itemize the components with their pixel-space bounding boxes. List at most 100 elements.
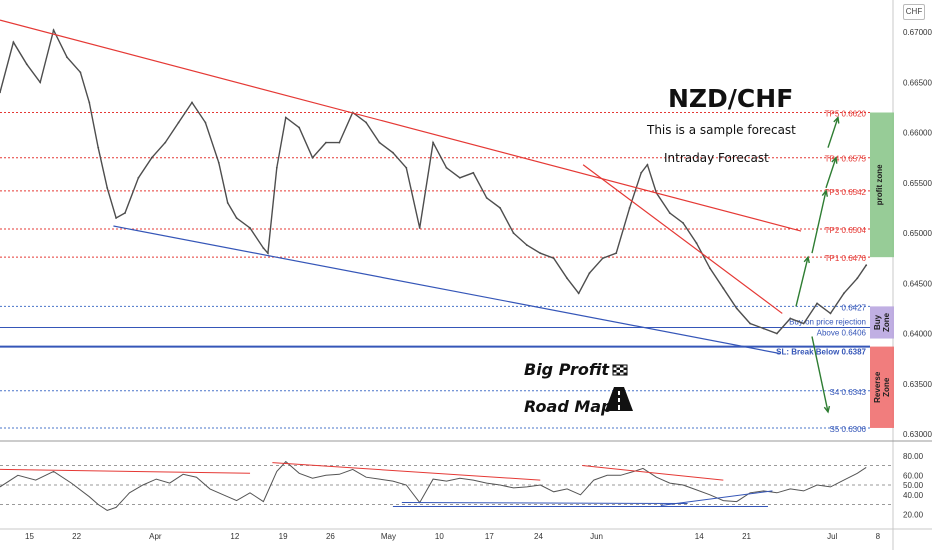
price-point [682, 222, 685, 224]
price-tick-label: 0.65000 [903, 229, 932, 238]
price-point [191, 101, 193, 104]
price-point [12, 41, 15, 44]
price-point [816, 302, 818, 305]
level-label: TP4 0.6575 [825, 155, 867, 164]
level-label: S5 0.6306 [830, 425, 867, 434]
price-point [829, 312, 832, 315]
arrow-to-s5-head [823, 405, 831, 414]
arrow-to-tp5 [827, 117, 839, 148]
price-point [249, 227, 251, 229]
price-point [695, 242, 698, 245]
time-tick-label: 14 [695, 532, 704, 541]
price-point [432, 141, 435, 144]
price-point [735, 307, 738, 310]
price-tick-label: 0.64000 [903, 330, 932, 339]
arrow-to-tp1 [795, 257, 809, 307]
price-tick-label: 0.66500 [903, 78, 932, 87]
price-point [338, 141, 341, 144]
buy-note-label: Buy on price rejection [789, 317, 866, 326]
price-point [842, 292, 845, 295]
time-tick-label: 24 [534, 532, 543, 541]
level-label: TP2 0.6504 [825, 226, 867, 235]
arrow-to-tp1-head [803, 255, 810, 264]
price-point [0, 91, 1, 94]
arrow-to-tp5-head [833, 115, 840, 124]
price-point [267, 252, 269, 255]
level-label: S4 0.6343 [830, 388, 867, 397]
price-point [472, 171, 475, 174]
time-tick-label: Jun [590, 532, 603, 541]
price-point [115, 217, 117, 219]
price-point [392, 151, 394, 154]
symbol-badge[interactable]: CHF [903, 4, 925, 20]
price-point [856, 277, 859, 280]
price-point [525, 244, 528, 247]
price-point [88, 101, 91, 104]
time-tick-label: 8 [876, 532, 881, 541]
price-point [97, 146, 100, 149]
arrow-to-tp3-head [821, 189, 829, 197]
time-tick-label: 22 [72, 532, 81, 541]
trend-line-upper [0, 19, 802, 232]
arrow-to-s5 [811, 336, 829, 413]
level-label: TP5 0.6620 [825, 110, 867, 119]
price-point [39, 81, 42, 84]
price-point [365, 121, 368, 124]
price-point [284, 116, 287, 119]
price-point [226, 202, 229, 204]
price-point [668, 212, 671, 214]
level-label: TP3 0.6542 [825, 188, 867, 197]
level-label: TP1 0.6476 [825, 254, 867, 263]
price-point [646, 163, 649, 166]
time-tick-label: 19 [279, 532, 288, 541]
brand-line-2: Road Map [524, 397, 613, 416]
price-point [177, 121, 180, 124]
osc-trend-blue [660, 490, 773, 506]
zone-label: BuyZone [873, 312, 891, 332]
price-tick-label: 0.64500 [903, 279, 932, 288]
price-point [552, 257, 555, 260]
arrow-to-tp4 [825, 157, 837, 189]
price-tick-label: 0.66000 [903, 129, 932, 138]
time-tick-label: 12 [230, 532, 239, 541]
price-point [25, 63, 28, 66]
time-tick-label: 26 [326, 532, 335, 541]
price-point [566, 277, 568, 280]
checkered-flag-icon [612, 364, 628, 376]
price-point [749, 322, 752, 325]
arrow-to-tp3 [811, 190, 827, 254]
price-point [512, 232, 515, 234]
zone-band [870, 306, 894, 339]
price-point [539, 252, 542, 255]
price-point [485, 196, 488, 199]
price-point [445, 166, 448, 169]
price-point [577, 292, 580, 295]
osc-tick-label: 60.00 [903, 471, 924, 480]
forecast-type: Intraday Forecast [664, 151, 769, 165]
price-point [615, 252, 618, 255]
zone-band [870, 346, 894, 428]
oscillator-series [0, 460, 867, 511]
price-point [137, 176, 140, 179]
price-point [106, 186, 109, 189]
price-point [378, 141, 381, 144]
forecast-subtitle: This is a sample forecast [647, 123, 796, 137]
osc-tick-label: 80.00 [903, 452, 924, 461]
osc-trend-red [272, 462, 541, 481]
price-point [164, 141, 167, 144]
price-point [79, 71, 82, 74]
price-tick-label: 0.63000 [903, 430, 932, 439]
osc-tick-label: 40.00 [903, 491, 924, 500]
zone-label: profit zone [875, 164, 884, 205]
price-point [588, 272, 591, 275]
zone-band [870, 112, 894, 258]
price-point [628, 207, 631, 209]
time-tick-label: 17 [485, 532, 494, 541]
price-point [66, 56, 68, 59]
price-point [640, 171, 643, 174]
arrow-to-tp4-head [831, 156, 838, 164]
price-point [262, 247, 265, 250]
price-point [762, 327, 765, 330]
price-tick-label: 0.63500 [903, 380, 932, 389]
